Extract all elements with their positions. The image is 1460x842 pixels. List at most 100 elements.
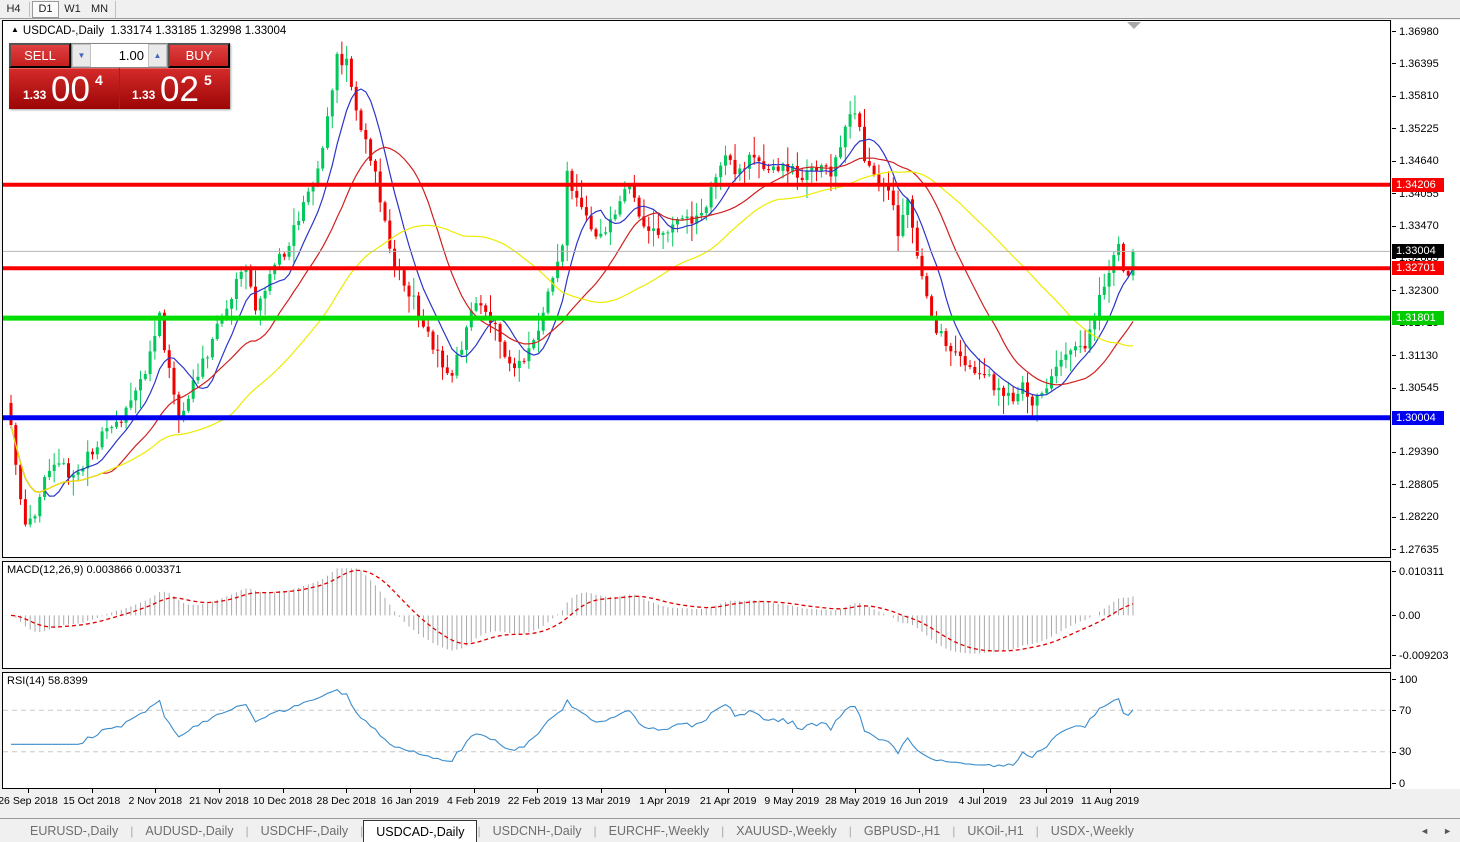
tab-scroll-left-icon[interactable]: ◄ [1420,826,1430,836]
price-tick: 1.33470 [1392,220,1439,233]
date-label: 21 Apr 2019 [699,795,757,807]
date-tick [155,789,157,793]
symbol-tab-usdchf[interactable]: USDCHF-,Daily [260,823,349,838]
macd-plot [10,568,1134,654]
symbol-tab-usdcnh[interactable]: USDCNH-,Daily [492,823,582,838]
price-tick: 1.31130 [1392,349,1438,362]
volume-decrease-button[interactable]: ▼ [72,44,91,67]
price-tick: 1.32300 [1392,284,1439,297]
date-tick [91,789,93,793]
collapse-triangle-icon[interactable]: ▲ [11,25,19,34]
buy-button[interactable]: BUY [168,43,230,68]
buy-price-display[interactable]: 1.33 02 5 [120,68,230,109]
symbol-tab-usdcad[interactable]: USDCAD-,Daily [363,820,478,842]
date-label: 1 Apr 2019 [639,795,690,807]
price-tick: 1.30545 [1392,382,1439,395]
macd-panel[interactable]: MACD(12,26,9) 0.003866 0.003371 [2,561,1391,669]
symbol-tab-eurchf[interactable]: EURCHF-,Weekly [608,823,710,838]
price-badge-support-line-price: 1.32701 [1392,261,1444,276]
price-tick: 1.28220 [1392,511,1439,524]
price-tick: 1.29390 [1392,446,1439,459]
date-label: 23 Jul 2019 [1019,795,1074,807]
volume-input[interactable] [91,44,148,67]
date-axis: 26 Sep 2018 15 Oct 2018 2 Nov 2018 21 Nov 2… [0,789,1392,815]
price-tick: 1.36980 [1392,25,1439,38]
timeframe-toolbar: H4 D1 W1 MN [0,0,1460,19]
chart-ohlc-quotes: 1.33174 1.33185 1.32998 1.33004 [110,25,287,37]
macd-axis-tick: -0.009203 [1392,649,1449,662]
symbol-tab-gbpusd[interactable]: GBPUSD-,H1 [863,823,941,838]
price-tick: 1.35225 [1392,122,1439,135]
sell-price-sup: 4 [95,72,103,88]
price-axis: 1.36980 1.36395 1.35810 1.35225 1.34640 1.340… [1392,20,1460,790]
date-tick [600,789,602,793]
date-tick [409,789,411,793]
tab-scroll-right-icon[interactable]: ► [1443,826,1452,836]
date-tick [473,789,475,793]
date-tick [346,789,348,793]
tab-separator: | [477,823,481,838]
one-click-trade-widget: SELL ▼ ▲ BUY 1.33 00 4 1.33 02 5 [9,43,230,109]
price-tick: 1.36395 [1392,57,1439,70]
tab-separator: | [1035,823,1039,838]
symbol-tab-usdx[interactable]: USDX-,Weekly [1050,823,1134,838]
macd-axis-tick: 0.010311 [1392,565,1444,578]
volume-increase-button[interactable]: ▲ [148,44,167,67]
date-tick [282,789,284,793]
date-tick [728,789,730,793]
main-chart-panel[interactable]: ▲ USDCAD-,Daily 1.33174 1.33185 1.32998 1… [2,20,1391,558]
date-tick [1110,789,1112,793]
rsi-label: RSI(14) 58.8399 [7,675,88,687]
date-label: 21 Nov 2018 [189,795,249,807]
sell-price-display[interactable]: 1.33 00 4 [9,68,119,109]
price-tick: 1.27635 [1392,543,1439,556]
date-tick [218,789,220,793]
date-label: 4 Jul 2019 [958,795,1007,807]
rsi-axis-tick: 100 [1392,673,1417,686]
timeframe-button-w1[interactable]: W1 [64,3,81,15]
date-tick [982,789,984,793]
date-label: 10 Dec 2018 [252,795,313,807]
chart-shift-marker-icon[interactable] [1127,22,1141,29]
buy-price-sup: 5 [204,72,212,88]
chart-symbol: USDCAD-,Daily [22,25,105,37]
date-label: 13 Mar 2019 [571,795,631,807]
timeframe-button-d1[interactable]: D1 [32,0,59,18]
date-tick [919,789,921,793]
date-label: 9 May 2019 [764,795,820,807]
symbol-tab-audusd[interactable]: AUDUSD-,Daily [145,823,234,838]
price-badge-support-line-price: 1.31801 [1392,311,1444,326]
sell-price-big: 00 [51,70,90,109]
buy-price-prefix: 1.33 [132,88,156,102]
date-label: 16 Jun 2019 [890,795,948,807]
symbol-tab-xauusd[interactable]: XAUUSD-,Weekly [736,823,837,838]
sell-button[interactable]: SELL [9,43,71,68]
tab-separator: | [593,823,597,838]
rsi-plot [3,688,1390,768]
timeframe-button-h4[interactable]: H4 [6,3,21,15]
date-tick [28,789,29,793]
tab-separator: | [245,823,249,838]
date-label: 11 Aug 2019 [1080,795,1140,807]
date-tick [855,789,857,793]
tab-separator: | [130,823,134,838]
date-tick [537,789,539,793]
rsi-axis-tick: 70 [1392,704,1411,717]
symbol-tab-eurusd[interactable]: EURUSD-,Daily [30,823,119,838]
tab-separator: | [952,823,956,838]
date-label: 4 Feb 2019 [446,795,501,807]
sell-price-prefix: 1.33 [23,88,47,102]
timeframe-button-mn[interactable]: MN [90,3,109,15]
price-tick: 1.34640 [1392,155,1439,168]
price-badge-current-price: 1.33004 [1392,244,1444,259]
rsi-panel[interactable]: RSI(14) 58.8399 [2,672,1391,789]
volume-spinner: ▼ ▲ [71,43,168,68]
date-tick [791,789,793,793]
date-tick [1046,789,1048,793]
tab-separator: | [848,823,852,838]
tab-separator: | [360,823,364,838]
date-label: 28 May 2019 [825,795,886,807]
symbol-tab-ukoil[interactable]: UKOil-,H1 [967,823,1024,838]
rsi-axis-tick: 0 [1392,777,1405,790]
